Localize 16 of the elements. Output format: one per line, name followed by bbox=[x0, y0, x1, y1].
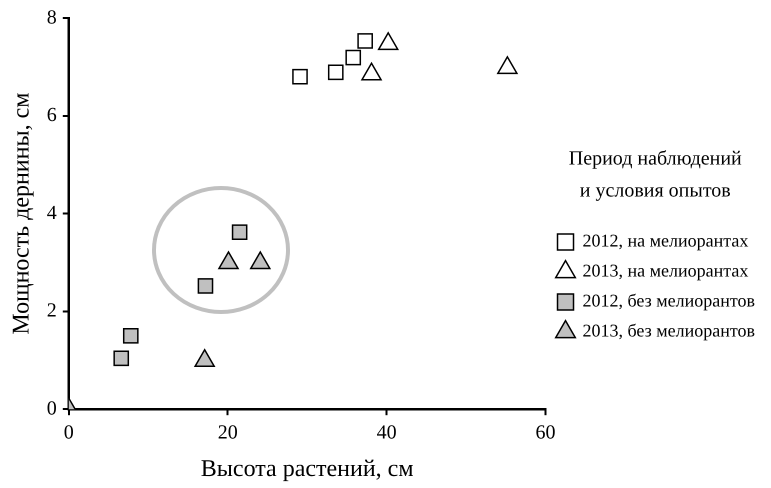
y-tick-label: 6 bbox=[46, 104, 57, 126]
y-tick-label: 4 bbox=[46, 202, 57, 224]
legend-label: 2012, без мелиорантов bbox=[582, 290, 756, 311]
legend-title: Период наблюдений и условия опытов bbox=[568, 147, 742, 202]
x-tick-label: 0 bbox=[64, 421, 74, 444]
legend-label: 2013, на мелиорантах bbox=[582, 260, 748, 281]
x-tick-label: 60 bbox=[536, 421, 556, 444]
legend-label: 2013, без мелиорантов bbox=[582, 320, 756, 341]
y-tick-label: 0 bbox=[46, 397, 57, 420]
y-tick-label: 8 bbox=[46, 6, 57, 28]
y-axis-title: Мощность дернины, см bbox=[8, 92, 35, 335]
x-tick-label: 40 bbox=[376, 421, 397, 444]
legend-label: 2012, на мелиорантах bbox=[582, 230, 748, 251]
y-tick-label: 2 bbox=[46, 300, 57, 322]
x-axis-title: Высота растений, см bbox=[200, 456, 414, 482]
x-tick-label: 20 bbox=[218, 421, 238, 444]
